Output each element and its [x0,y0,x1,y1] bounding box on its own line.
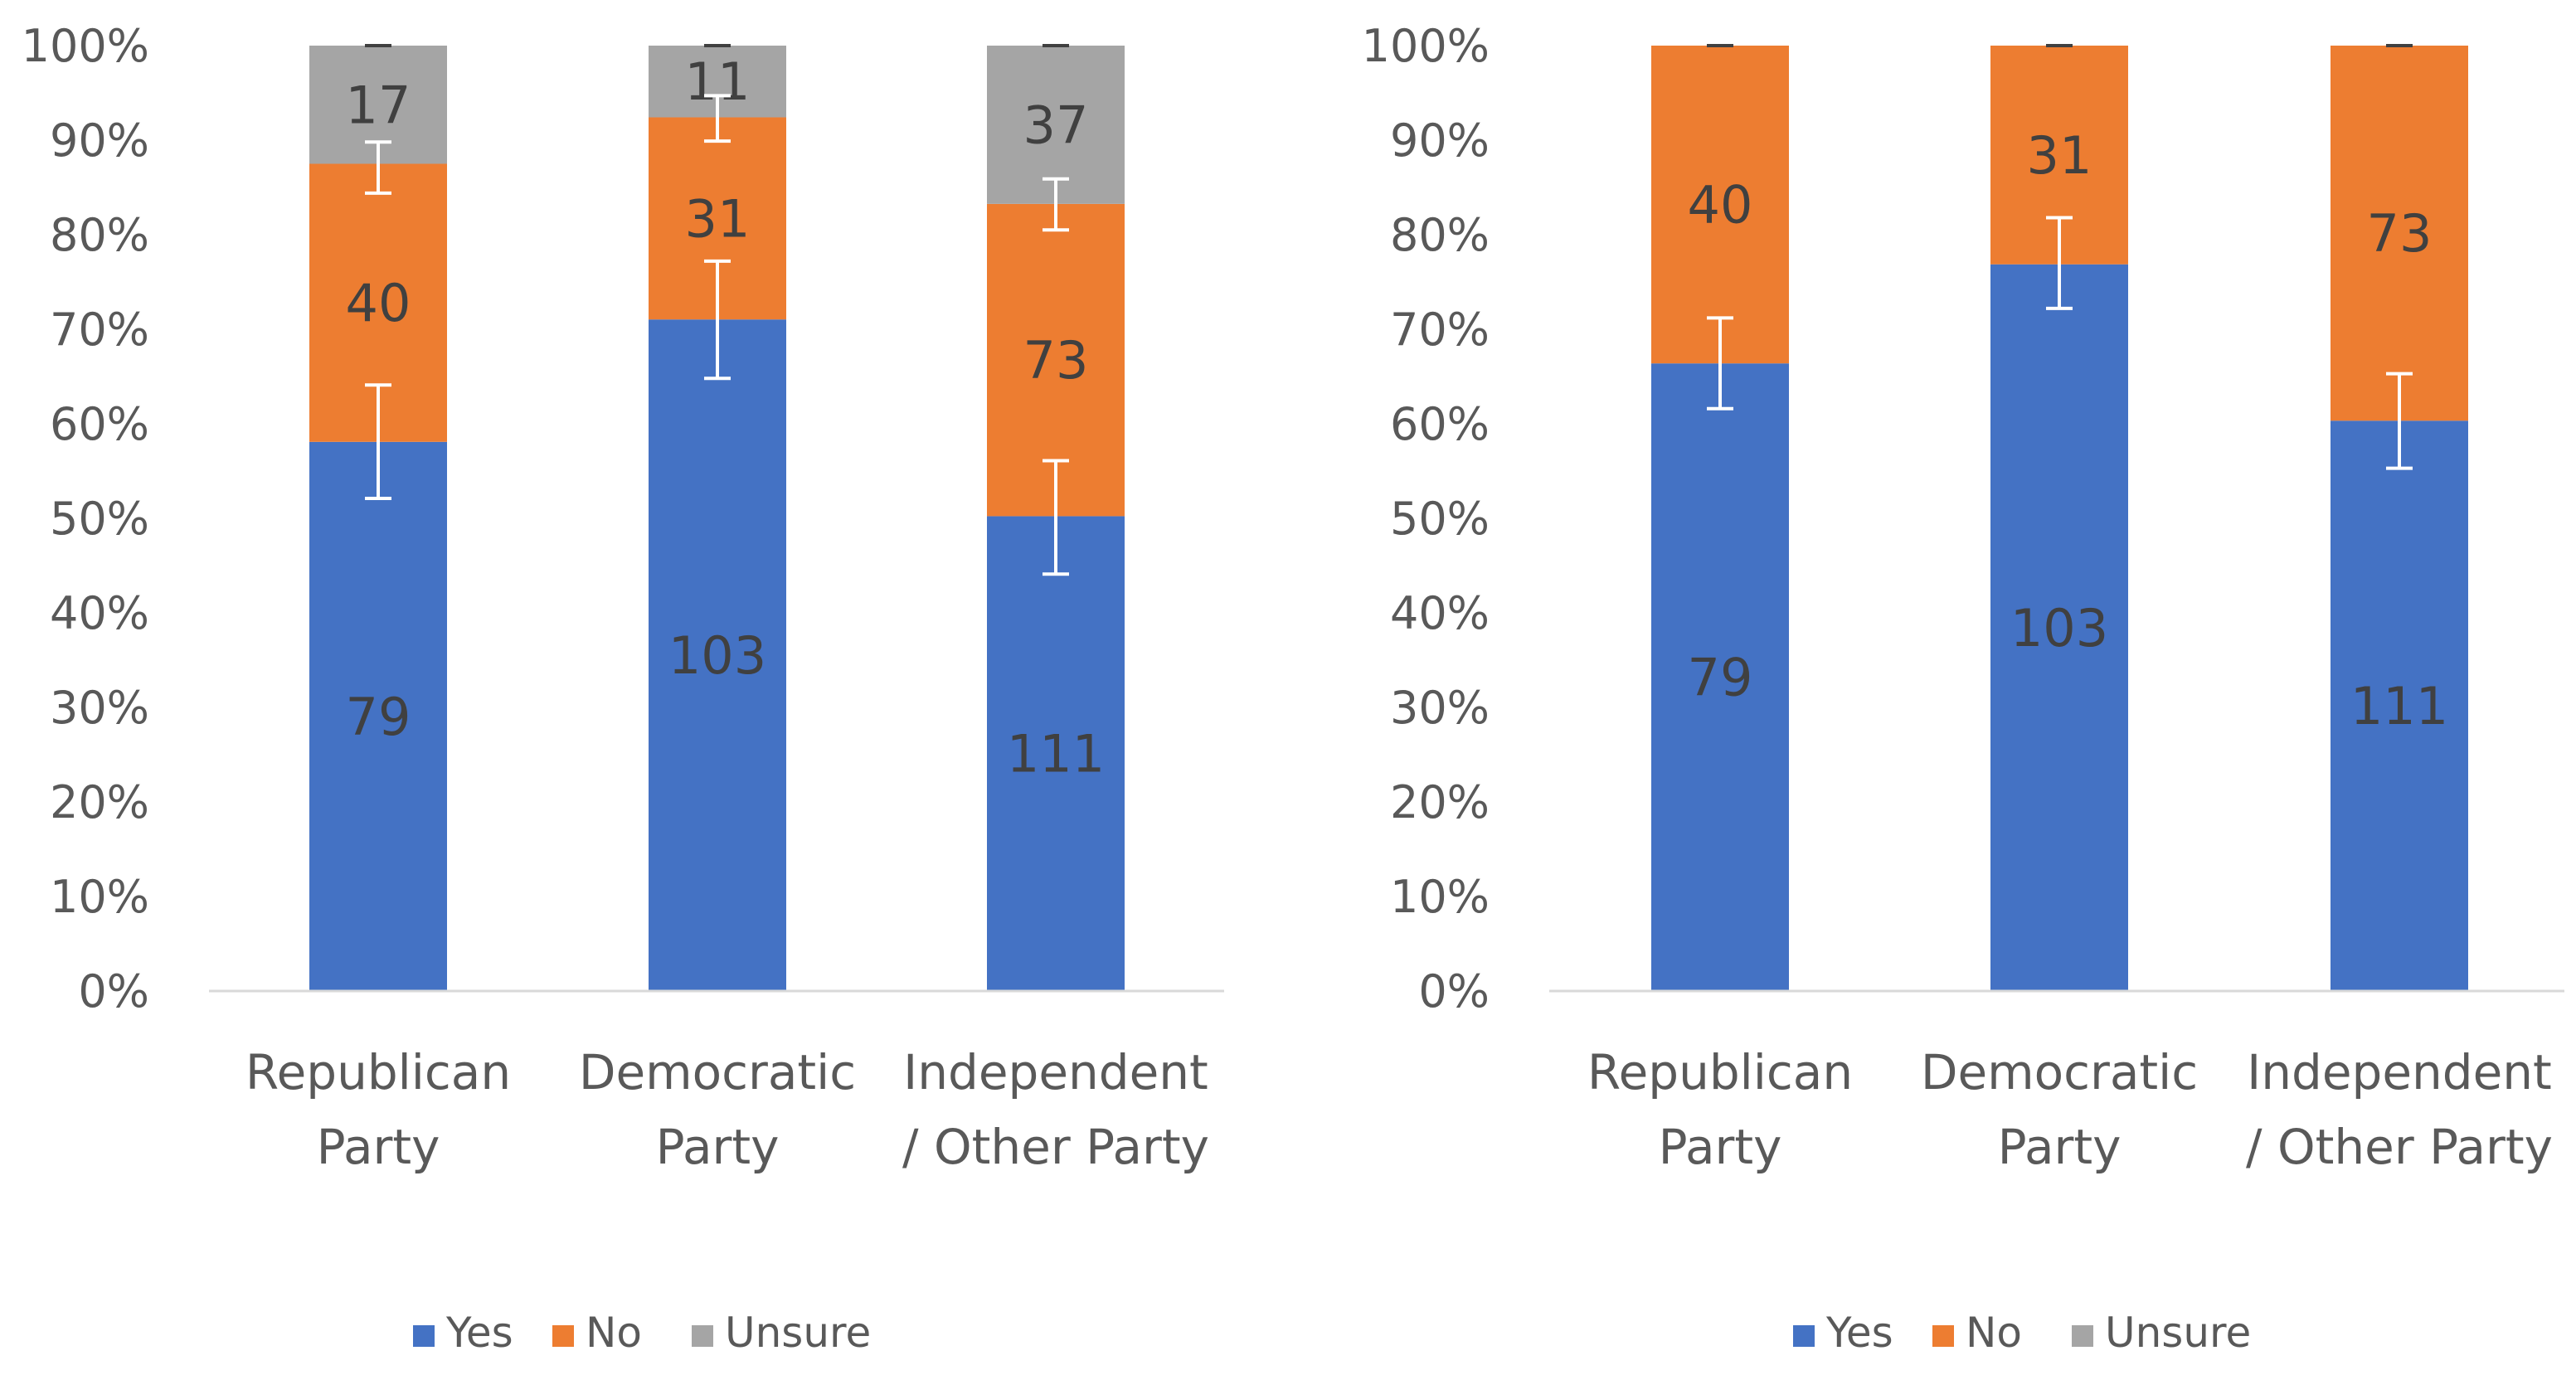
y-tick-label: 70% [50,304,149,356]
bar-no [2331,46,2468,421]
y-tick-label: 100% [22,20,149,72]
data-label-yes: 79 [346,687,411,747]
x-tick-label: Republican [1587,1044,1853,1100]
x-tick-label: Independent [2247,1044,2552,1100]
x-tick-label: / Other Party [902,1119,1209,1175]
legend-label-unsure: Unsure [2105,1309,2251,1357]
y-tick-label: 90% [50,114,149,167]
legend-swatch-no [552,1325,574,1347]
legend-label-no: No [1966,1309,2022,1357]
data-label-no: 31 [2027,125,2092,186]
error-bar [365,383,391,501]
error-bar [2046,216,2073,310]
y-tick-label: 90% [1390,114,1490,167]
legend-swatch-yes [1793,1325,1815,1347]
data-label-no: 40 [346,273,411,333]
y-tick-label: 10% [1390,871,1490,923]
data-label-yes: 103 [2010,598,2108,658]
y-tick-label: 40% [1390,587,1490,639]
legend-swatch-yes [413,1325,435,1347]
x-tick-label: Republican [245,1044,511,1100]
data-label-unsure: 17 [346,75,411,135]
legend-swatch-unsure [2072,1325,2093,1347]
y-tick-label: 60% [50,398,149,450]
y-tick-label: 40% [50,587,149,639]
y-tick-label: 60% [1390,398,1490,450]
error-bar [704,259,731,381]
data-label-yes: 111 [2350,676,2448,736]
legend-label-unsure: Unsure [725,1309,871,1357]
bar-yes [1990,264,2128,992]
error-bar [2386,372,2413,470]
y-tick-label: 30% [50,682,149,734]
error-bar [704,94,731,143]
x-tick-label: Independent [903,1044,1208,1100]
data-label-no: 40 [1688,175,1753,236]
y-tick-label: 100% [1362,20,1490,72]
error-bar [1043,459,1069,576]
y-tick-label: 0% [1418,965,1490,1018]
error-bar [365,140,391,195]
x-tick-label: Democratic [579,1044,856,1100]
bar-no [1651,46,1789,364]
x-tick-label: Party [1659,1119,1782,1175]
bar-yes [1651,363,1789,992]
error-bar [1707,316,1733,411]
y-tick-label: 20% [50,776,149,828]
data-label-no: 73 [1023,330,1089,391]
y-tick-label: 50% [1390,493,1490,545]
chart-panel-1: 0% 10% 20% 30% 40% 50% 60% 70% 80% 90% 100% 79 40 17 1… [22,20,1224,1357]
y-tick-label: 80% [50,209,149,261]
y-tick-label: 30% [1390,682,1490,734]
x-tick-label: Democratic [1921,1044,2198,1100]
data-label-no: 73 [2367,203,2433,264]
x-tick-label: Party [317,1119,440,1175]
y-tick-label: 80% [1390,209,1490,261]
y-tick-label: 0% [78,965,149,1018]
y-tick-label: 10% [50,871,149,923]
x-tick-label: Party [656,1119,780,1175]
data-label-no: 31 [685,188,751,249]
y-tick-label: 50% [50,493,149,545]
bar-yes [309,441,447,991]
data-label-yes: 103 [668,625,766,686]
bar-yes [987,516,1125,991]
error-bar [1043,177,1069,232]
legend-swatch-unsure [692,1325,713,1347]
legend-label-yes: Yes [445,1309,513,1357]
legend-swatch-no [1932,1325,1954,1347]
data-label-unsure: 37 [1023,95,1089,155]
legend-label-yes: Yes [1825,1309,1893,1357]
legend-label-no: No [586,1309,642,1357]
bar-yes [649,319,786,991]
x-tick-label: / Other Party [2246,1119,2553,1175]
chart-panel-2: 0% 10% 20% 30% 40% 50% 60% 70% 80% 90% 100% 79 40 103… [1362,20,2564,1357]
x-tick-label: Party [1998,1119,2122,1175]
y-tick-label: 70% [1390,304,1490,356]
data-label-yes: 79 [1688,648,1753,708]
data-label-yes: 111 [1007,724,1105,785]
y-tick-label: 20% [1390,776,1490,828]
bar-yes [2331,420,2468,992]
